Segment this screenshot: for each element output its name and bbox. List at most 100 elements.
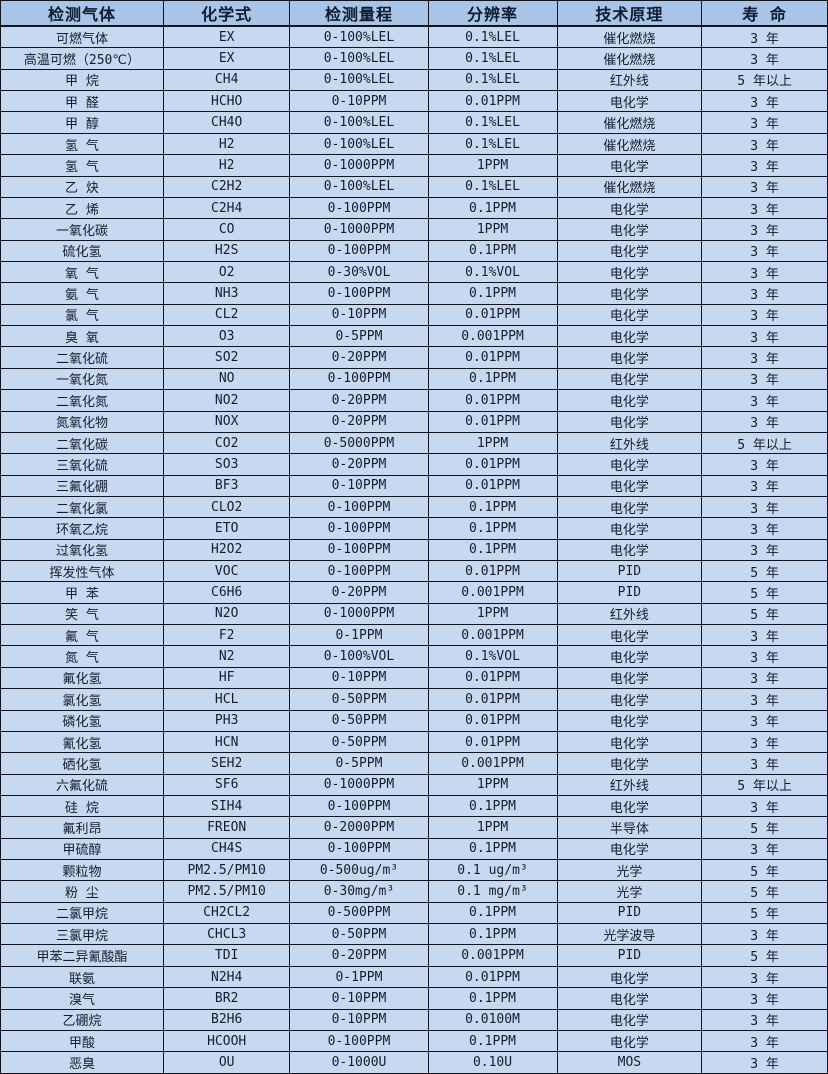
table-cell: 0-20PPM [289, 944, 429, 967]
table-cell: CH2CL2 [162, 901, 291, 925]
table-cell: 可燃气体 [0, 25, 164, 49]
table-cell: 0-100PPM [289, 367, 429, 391]
table-cell: H2S [162, 239, 291, 262]
table-cell: C2H2 [162, 175, 291, 198]
table-cell: 1PPM [427, 602, 558, 626]
table-row: 二氧化碳 CO2 0-5000PPM 1PPM 红外线 5 年以上 [0, 431, 828, 455]
table-cell: 溴气 [0, 987, 164, 1010]
table-cell: 0-20PPM [289, 410, 429, 433]
table-cell: 二氧化碳 [0, 431, 164, 455]
header-row: 检测气体 化学式 检测量程 分辨率 技术原理 寿 命 [0, 0, 828, 27]
table-cell: 0-10PPM [289, 987, 429, 1010]
table-cell: NH3 [162, 282, 291, 305]
table-cell: 0-1PPM [289, 624, 429, 647]
table-cell: CHCL3 [162, 923, 291, 946]
table-cell: 电化学 [556, 666, 703, 690]
table-cell: 3 年 [701, 794, 828, 818]
table-cell: 氟 气 [0, 624, 164, 647]
table-cell: 氯 气 [0, 303, 164, 327]
table-row: 乙 炔 C2H2 0-100%LEL 0.1%LEL 催化燃烧 3 年 [0, 175, 828, 198]
table-cell: 5 年 [701, 859, 828, 882]
table-cell: 电化学 [556, 474, 703, 497]
table-cell: 电化学 [556, 645, 703, 668]
table-cell: 0-10PPM [289, 90, 429, 113]
table-cell: HF [162, 666, 291, 690]
table-cell: 一氧化碳 [0, 218, 164, 241]
table-cell: 3 年 [701, 282, 828, 305]
table-cell: 3 年 [701, 1008, 828, 1031]
table-cell: 3 年 [701, 260, 828, 284]
table-cell: 1PPM [427, 431, 558, 455]
table-row: 过氧化氢 H2O2 0-100PPM 0.1PPM 电化学 3 年 [0, 538, 828, 562]
table-cell: C2H4 [162, 196, 291, 220]
column-header-principle: 技术原理 [556, 0, 703, 27]
table-cell: 0.1PPM [427, 794, 558, 818]
table-cell: 0.1 mg/m³ [427, 880, 558, 903]
table-cell: TDI [162, 944, 291, 967]
table-cell: 0-10PPM [289, 474, 429, 497]
table-cell: 0.1PPM [427, 517, 558, 540]
table-cell: 0.1%LEL [427, 111, 558, 134]
table-cell: 电化学 [556, 794, 703, 818]
table-cell: 0-500PPM [289, 901, 429, 925]
table-row: 氟利昂 FREON 0-2000PPM 1PPM 半导体 5 年 [0, 816, 828, 839]
table-cell: 硫化氢 [0, 239, 164, 262]
table-cell: 光学 [556, 880, 703, 903]
table-cell: 3 年 [701, 495, 828, 519]
table-cell: 3 年 [701, 752, 828, 775]
table-cell: 3 年 [701, 367, 828, 391]
table-cell: SF6 [162, 773, 291, 796]
table-cell: 催化燃烧 [556, 175, 703, 198]
table-cell: 0.01PPM [427, 965, 558, 989]
table-cell: 一氧化氮 [0, 367, 164, 391]
table-cell: NOX [162, 410, 291, 433]
table-cell: 催化燃烧 [556, 25, 703, 49]
table-cell: 3 年 [701, 837, 828, 861]
table-row: 溴气 BR2 0-10PPM 0.1PPM 电化学 3 年 [0, 987, 828, 1010]
table-cell: 0-100%LEL [289, 111, 429, 134]
table-cell: 红外线 [556, 68, 703, 92]
table-cell: 5 年以上 [701, 68, 828, 92]
table-cell: 0.1PPM [427, 239, 558, 262]
table-cell: H2 [162, 154, 291, 177]
table-cell: PID [556, 560, 703, 583]
table-row: 甲 醛 HCHO 0-10PPM 0.01PPM 电化学 3 年 [0, 90, 828, 113]
table-cell: 0-100PPM [289, 196, 429, 220]
table-cell: 3 年 [701, 218, 828, 241]
table-cell: SO2 [162, 346, 291, 369]
table-cell: 三氧化硫 [0, 453, 164, 476]
table-cell: 3 年 [701, 688, 828, 711]
table-cell: 过氧化氢 [0, 538, 164, 562]
table-cell: PH3 [162, 709, 291, 732]
table-cell: 0-1000U [289, 1051, 429, 1074]
table-row: 挥发性气体 VOC 0-100PPM 0.01PPM PID 5 年 [0, 560, 828, 583]
table-cell: 0.001PPM [427, 752, 558, 775]
table-cell: 0.1PPM [427, 901, 558, 925]
table-cell: 臭 氧 [0, 325, 164, 348]
table-cell: 电化学 [556, 389, 703, 412]
table-cell: O2 [162, 260, 291, 284]
table-cell: 0-100%LEL [289, 68, 429, 92]
table-row: 六氟化硫 SF6 0-1000PPM 1PPM 红外线 5 年以上 [0, 773, 828, 796]
table-cell: SIH4 [162, 794, 291, 818]
table-cell: 0-1000PPM [289, 773, 429, 796]
column-header-gas: 检测气体 [0, 0, 164, 27]
table-cell: 3 年 [701, 90, 828, 113]
table-cell: 3 年 [701, 303, 828, 327]
table-cell: 3 年 [701, 346, 828, 369]
table-cell: 催化燃烧 [556, 132, 703, 156]
table-cell: 3 年 [701, 453, 828, 476]
table-cell: 硅 烷 [0, 794, 164, 818]
table-row: 乙硼烷 B2H6 0-10PPM 0.0100M 电化学 3 年 [0, 1008, 828, 1031]
table-cell: HCN [162, 730, 291, 754]
table-cell: 0-20PPM [289, 389, 429, 412]
table-cell: 红外线 [556, 602, 703, 626]
table-cell: CLO2 [162, 495, 291, 519]
table-cell: 5 年 [701, 581, 828, 604]
table-cell: 红外线 [556, 431, 703, 455]
table-cell: 二氯甲烷 [0, 901, 164, 925]
table-row: 硫化氢 H2S 0-100PPM 0.1PPM 电化学 3 年 [0, 239, 828, 262]
table-row: 硅 烷 SIH4 0-100PPM 0.1PPM 电化学 3 年 [0, 794, 828, 818]
table-cell: 5 年以上 [701, 431, 828, 455]
table-cell: 电化学 [556, 688, 703, 711]
